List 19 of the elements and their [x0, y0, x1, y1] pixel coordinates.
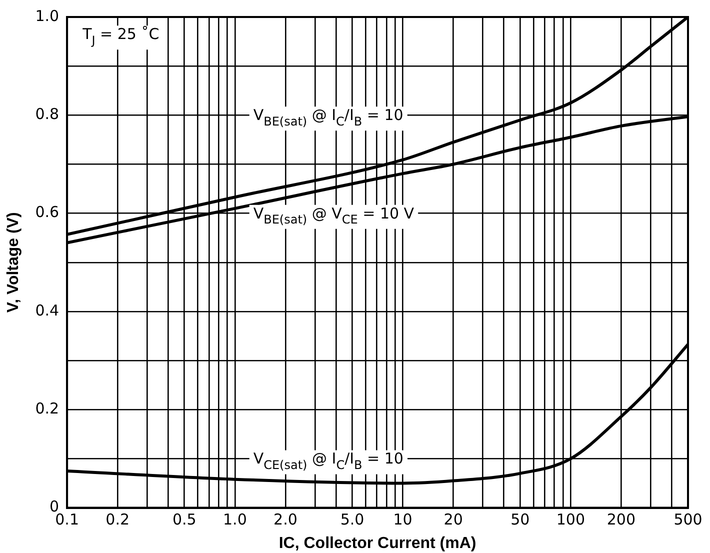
y-tick-label: 1.0 — [35, 6, 60, 25]
x-tick-label: 100 — [556, 510, 585, 529]
y-tick-label: 0.6 — [35, 203, 60, 222]
y-tick-label: 0.8 — [35, 105, 60, 124]
x-tick-label: 20 — [444, 510, 463, 529]
x-tick-label: 500 — [674, 510, 702, 529]
x-tick-label: 0.2 — [106, 510, 130, 529]
x-tick-label: 0.1 — [55, 510, 79, 529]
x-tick-label: 0.5 — [172, 510, 196, 529]
y-tick-label: 0.4 — [35, 301, 60, 320]
x-tick-label: 5.0 — [340, 510, 364, 529]
x-tick-label: 2.0 — [274, 510, 298, 529]
x-tick-label: 200 — [606, 510, 636, 529]
x-tick-label: 50 — [510, 510, 530, 529]
x-tick-label: 1.0 — [222, 510, 247, 529]
x-tick-label: 10 — [393, 510, 412, 529]
y-axis-title: V, Voltage (V) — [5, 212, 22, 313]
y-tick-label: 0.2 — [35, 400, 60, 418]
x-axis-title: IC, Collector Current (mA) — [278, 534, 476, 552]
